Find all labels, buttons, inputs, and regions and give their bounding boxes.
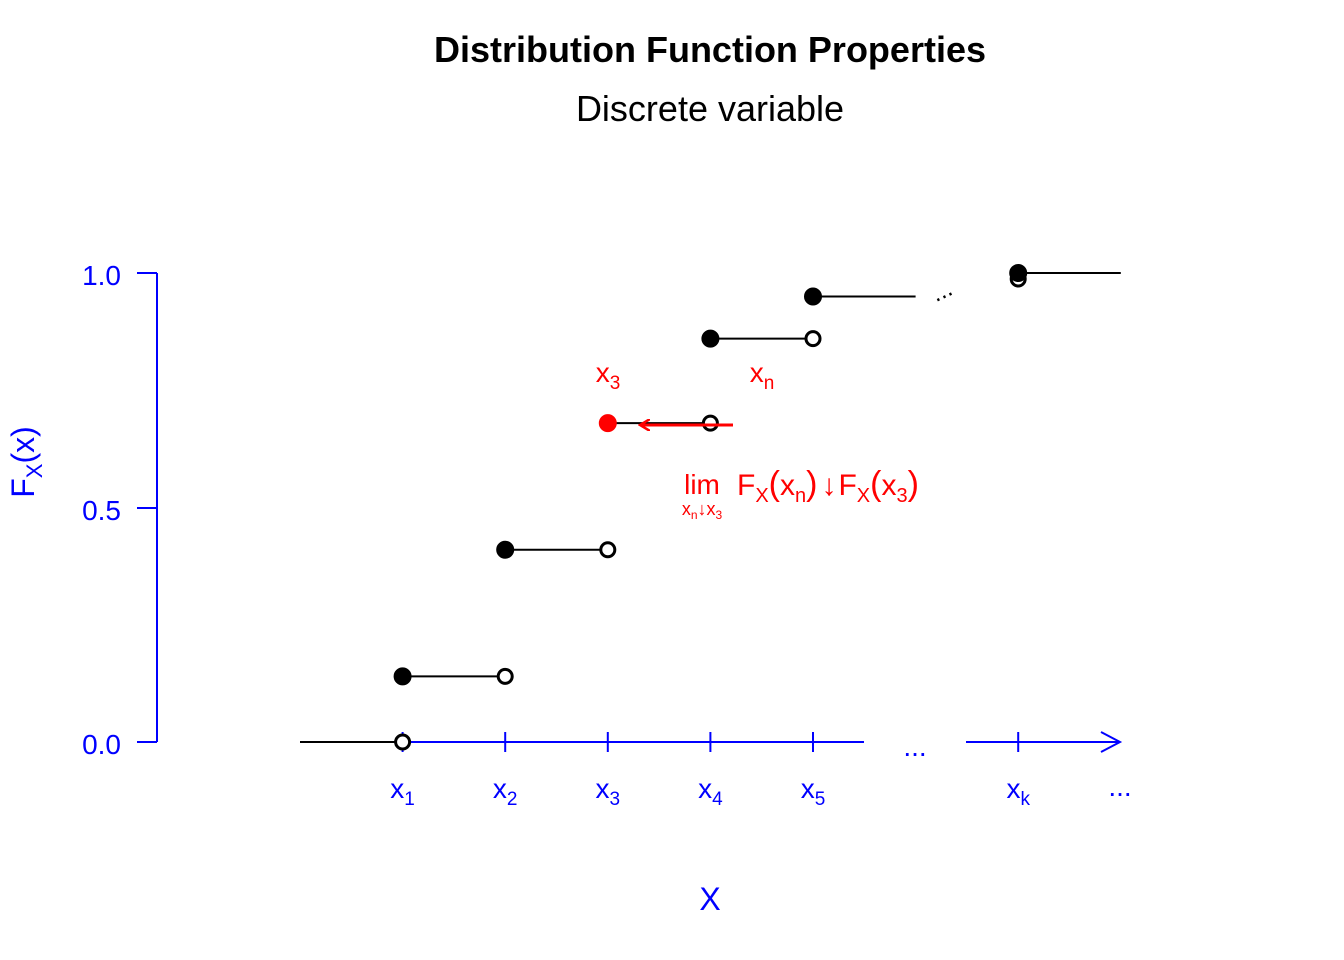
y-axis: 0.0 0.5 1.0 FX(x) (5, 260, 158, 760)
x-axis-end-dots: ... (1108, 771, 1131, 802)
step-function (300, 264, 1121, 751)
x-tick-label: x2 (493, 773, 518, 810)
right-continuity-annotation: x3 xn lim xn↓x3 FX(xn) ↓FX(x3) (596, 357, 919, 522)
closed-point (701, 329, 720, 348)
label-xn: xn (750, 357, 775, 394)
highlight-closed-point (598, 414, 617, 433)
y-tick-label: 1.0 (82, 260, 121, 291)
x-axis-arrowhead (1100, 731, 1123, 753)
formula-lim: lim (684, 469, 720, 500)
continuation-dots: ... (927, 275, 957, 308)
x-tick-label: x5 (801, 773, 826, 810)
x-tick-label: x1 (390, 773, 415, 810)
open-point (701, 414, 719, 432)
open-point (496, 667, 514, 685)
closed-point (804, 287, 822, 306)
x-tick-label: x4 (698, 773, 723, 810)
open-point (394, 733, 412, 751)
closed-point (1009, 264, 1028, 282)
open-point (804, 330, 822, 348)
open-point (599, 541, 617, 559)
x-tick-label: xk (1006, 773, 1030, 810)
chart-subtitle: Discrete variable (576, 88, 844, 129)
formula-lim-subscript: xn↓x3 (682, 499, 723, 522)
chart-title: Distribution Function Properties (434, 29, 986, 70)
label-x3: x3 (596, 357, 621, 394)
closed-point (496, 540, 515, 559)
x-axis-gap-dots: ... (903, 731, 926, 762)
formula-main: FX(xn) ↓FX(x3) (737, 465, 919, 507)
y-axis-label: FX(x) (5, 426, 47, 498)
closed-point (393, 667, 412, 686)
x-tick-label: x3 (596, 773, 621, 810)
x-axis-label: X (699, 881, 720, 917)
x-axis: ... ... x1 x2 x3 x4 x5 xk X (370, 731, 1132, 917)
y-tick-label: 0.0 (82, 729, 121, 760)
y-tick-label: 0.5 (82, 495, 121, 526)
